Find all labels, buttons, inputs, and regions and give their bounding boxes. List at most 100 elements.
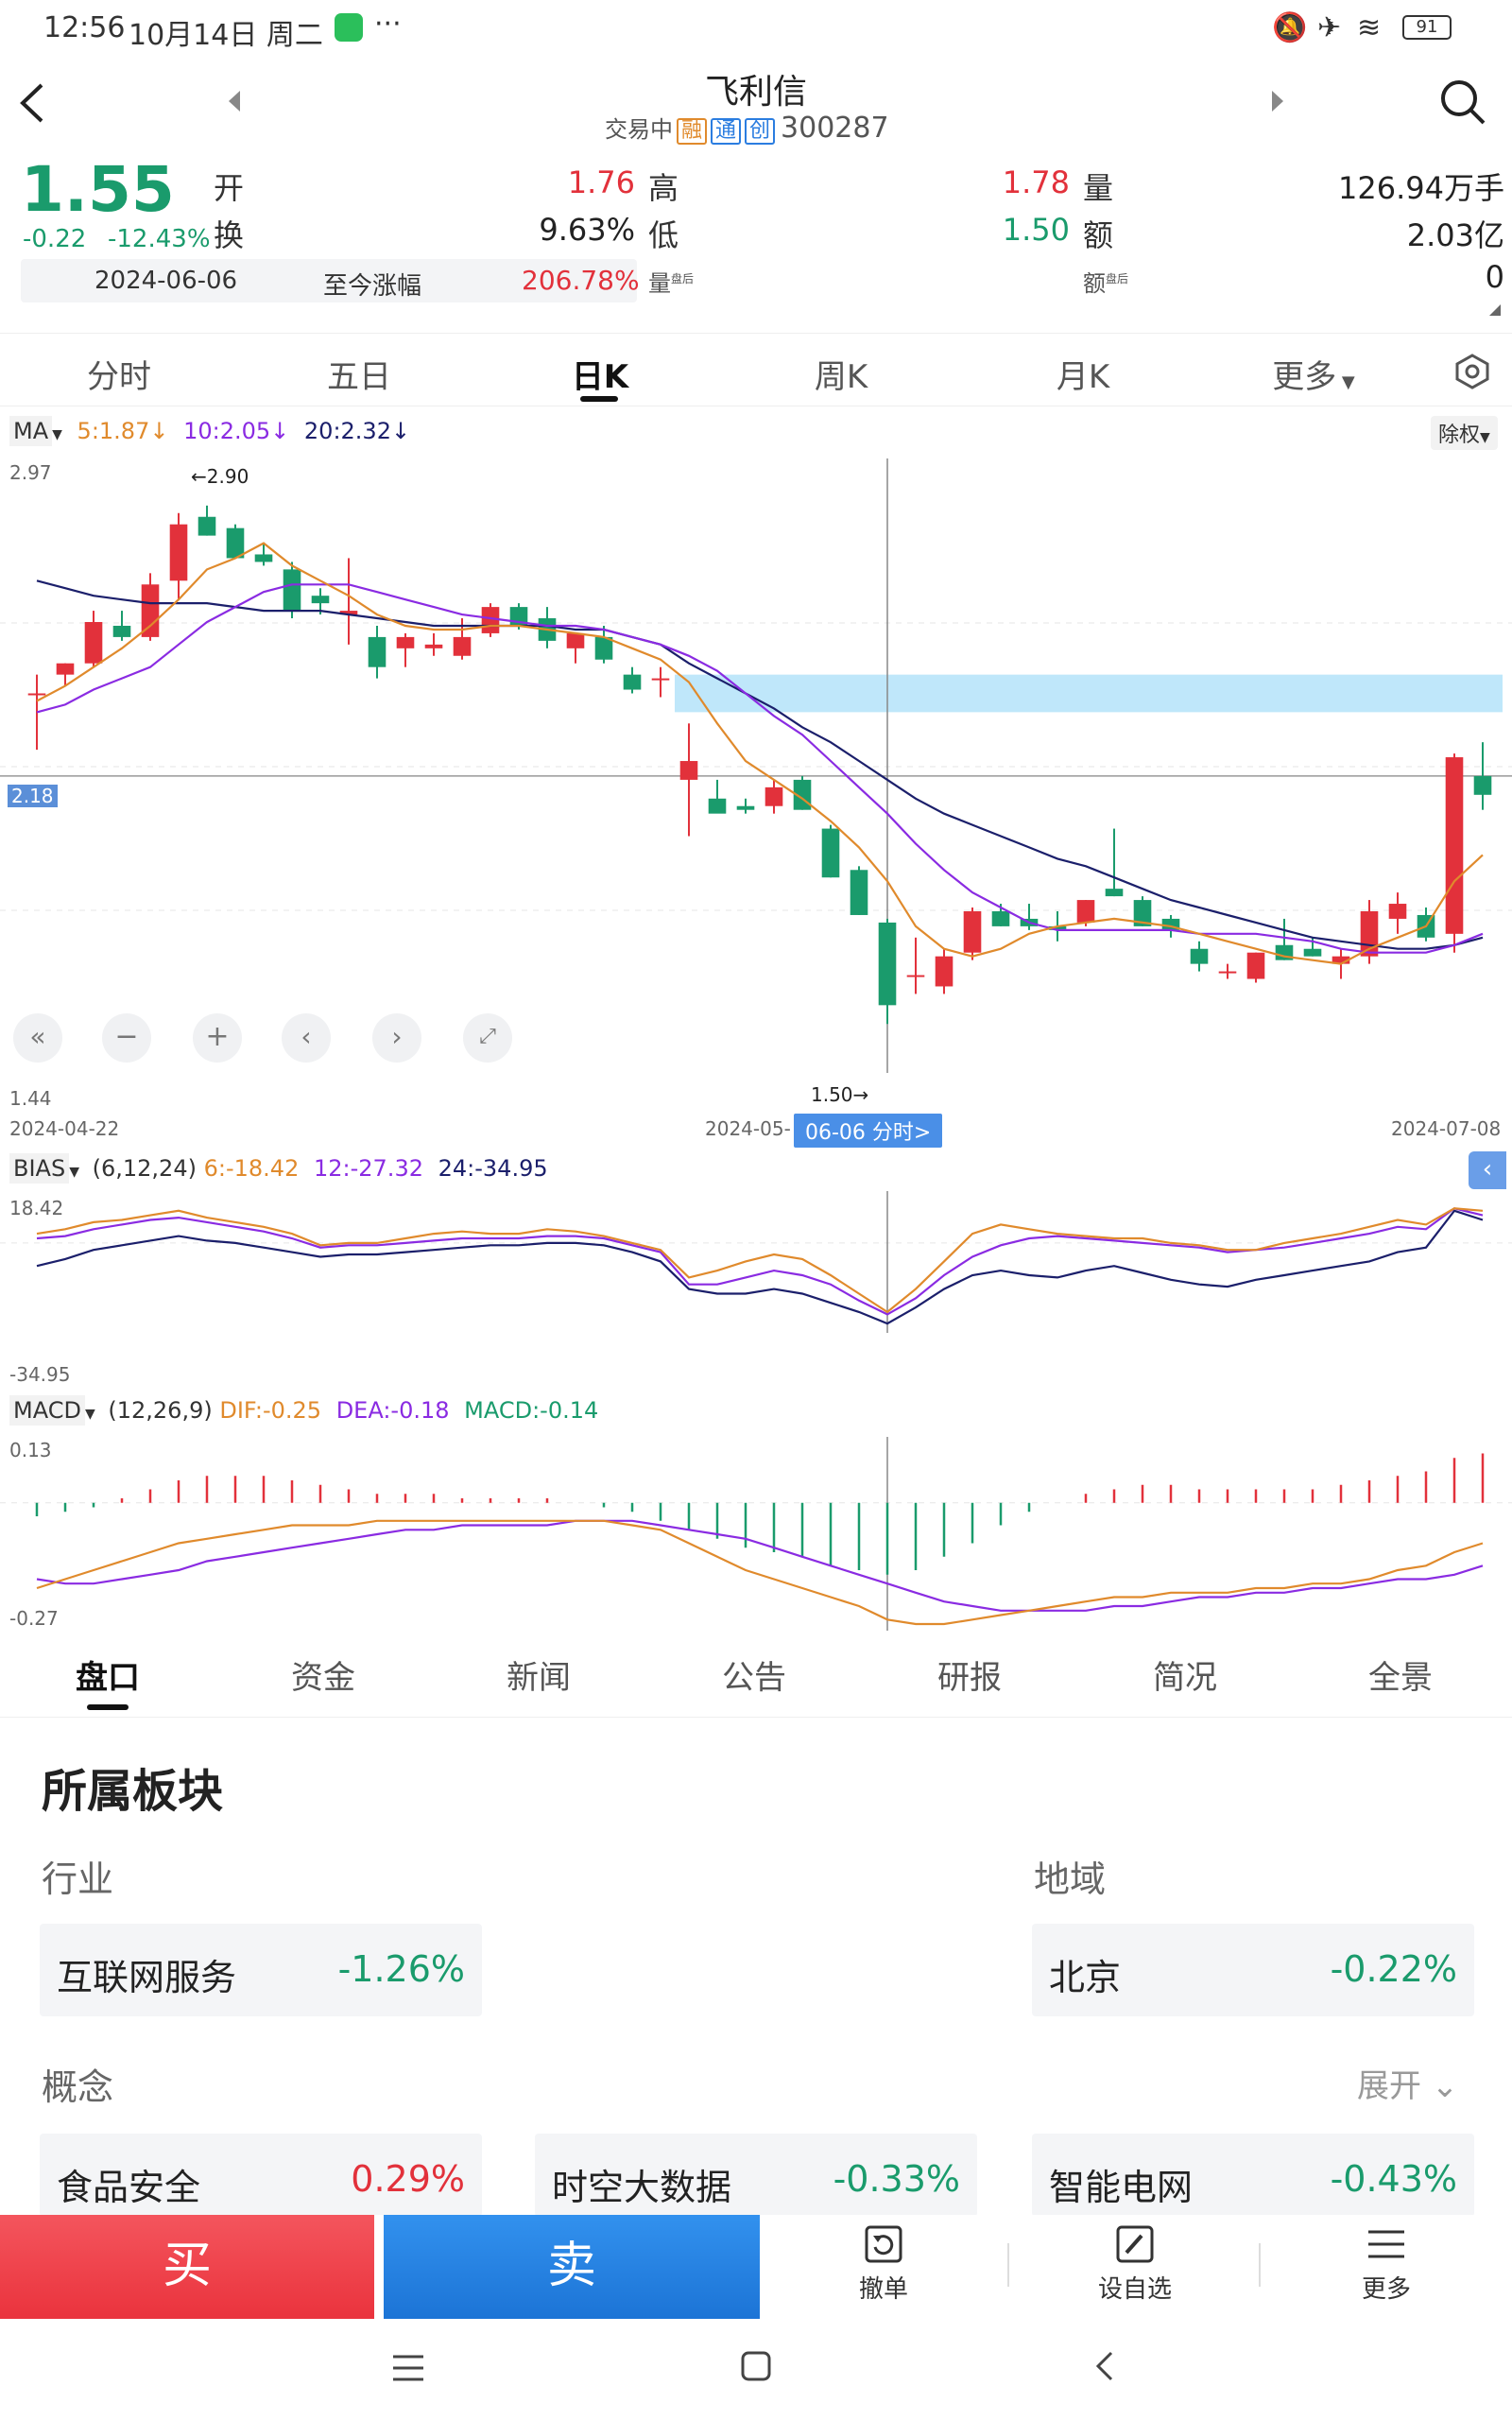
- after-value: 0: [1485, 259, 1504, 295]
- volume-value: 126.94万手: [1338, 170, 1504, 206]
- concept-name: 时空大数据: [552, 2167, 732, 2208]
- fullscreen-icon[interactable]: ⤢: [463, 1013, 512, 1063]
- region-name: 北京: [1049, 1957, 1122, 1998]
- tab-profile[interactable]: 简况: [1153, 1659, 1217, 1697]
- home-icon[interactable]: [737, 2347, 775, 2385]
- industry-chip[interactable]: 互联网服务 -1.26%: [40, 1924, 482, 2016]
- macd-axis-top: 0.13: [9, 1439, 52, 1461]
- date-axis-left: 2024-04-22: [9, 1117, 120, 1140]
- bias-legend[interactable]: BIAS ▼ (6,12,24) 6:-18.42 12:-27.32 24:-3…: [9, 1153, 548, 1184]
- price-axis-cursor: 2.18: [8, 785, 58, 807]
- zoom-out-icon[interactable]: −: [102, 1013, 151, 1063]
- candle-body: [84, 622, 103, 664]
- tab-announcements[interactable]: 公告: [722, 1659, 786, 1697]
- scroll-right-icon[interactable]: ›: [372, 1013, 421, 1063]
- ex-rights-button[interactable]: 除权▼: [1431, 416, 1498, 450]
- candle-body: [736, 805, 755, 810]
- bias-selector[interactable]: BIAS: [9, 1153, 70, 1184]
- macd-caret-icon: ▼: [84, 1407, 95, 1422]
- concept-chip[interactable]: 智能电网 -0.43%: [1032, 2134, 1474, 2217]
- macd-legend[interactable]: MACD ▼ (12,26,9) DIF:-0.25 DEA:-0.18 MACD…: [9, 1395, 598, 1426]
- tab-monthly-k[interactable]: 月K: [1056, 358, 1110, 396]
- tab-more-label: 更多: [1272, 358, 1337, 396]
- candle-body: [254, 554, 273, 562]
- after-amt-text: 额: [1083, 270, 1106, 297]
- ma5-value: 5:1.87: [77, 418, 150, 444]
- scroll-left-icon[interactable]: ‹: [282, 1013, 331, 1063]
- candle-body: [112, 625, 131, 637]
- divider: [1259, 2243, 1261, 2287]
- buy-button[interactable]: 买: [0, 2215, 374, 2319]
- dea-line: [36, 1519, 1484, 1612]
- amount-label: 额: [1083, 217, 1114, 253]
- chart-settings-icon[interactable]: [1453, 353, 1491, 390]
- next-stock-icon[interactable]: [1268, 87, 1287, 115]
- tab-intraday[interactable]: 分时: [87, 358, 151, 396]
- back-icon[interactable]: [13, 79, 51, 127]
- candle-body: [850, 870, 868, 915]
- candle-body: [906, 975, 925, 977]
- amount-value: 2.03亿: [1406, 217, 1504, 253]
- candle-body: [198, 516, 216, 536]
- cursor-date-button[interactable]: 06-06 分时>: [794, 1114, 943, 1148]
- zoom-in-icon[interactable]: +: [193, 1013, 242, 1063]
- candle-body: [623, 674, 642, 690]
- more-label: 更多: [1361, 2275, 1411, 2304]
- add-watchlist-button[interactable]: 设自选: [1074, 2222, 1196, 2305]
- macd-selector[interactable]: MACD: [9, 1395, 85, 1426]
- tab-order-book[interactable]: 盘口: [76, 1659, 140, 1697]
- prev-stock-icon[interactable]: [225, 87, 244, 115]
- tab-research[interactable]: 研报: [937, 1659, 1002, 1697]
- candle-body: [27, 693, 46, 696]
- tab-five-day[interactable]: 五日: [327, 358, 391, 396]
- tab-more[interactable]: 更多 ▼: [1228, 351, 1399, 397]
- ma5-arrow-icon: ↓: [149, 418, 169, 444]
- current-price: 1.55: [21, 153, 175, 226]
- ma-legend[interactable]: MA ▼ 5:1.87↓ 10:2.05↓ 20:2.32↓: [9, 416, 410, 446]
- system-back-icon[interactable]: [1087, 2347, 1125, 2385]
- menu-icon: [1368, 2230, 1404, 2258]
- status-more: ···: [374, 8, 402, 41]
- candle-body: [169, 524, 188, 581]
- search-icon[interactable]: [1438, 78, 1489, 129]
- after-volume-label: 量盘后: [648, 265, 694, 298]
- status-time: 12:56: [43, 11, 126, 44]
- recent-apps-icon[interactable]: [387, 2349, 429, 2387]
- status-bar: 12:56 10月14日 周二 ··· 🔕 ✈ ≋ 91: [0, 0, 1512, 59]
- macd-chart[interactable]: [0, 1437, 1512, 1631]
- candle-body: [878, 922, 897, 1006]
- ma-selector[interactable]: MA: [9, 416, 53, 446]
- tab-panorama[interactable]: 全景: [1368, 1659, 1433, 1697]
- since-bar[interactable]: 2024-06-06 至今涨幅 206.78%: [21, 259, 640, 302]
- battery-level: 91: [1416, 17, 1438, 37]
- concept-chip[interactable]: 时空大数据 -0.33%: [535, 2134, 977, 2217]
- bias-chart[interactable]: [0, 1191, 1512, 1333]
- sell-button[interactable]: 卖: [384, 2215, 760, 2319]
- expand-button[interactable]: 展开 ⌄: [1357, 2060, 1458, 2106]
- tab-news[interactable]: 新闻: [507, 1659, 571, 1697]
- undo-icon: [865, 2225, 902, 2263]
- region-value: -0.22%: [1330, 1948, 1457, 1990]
- bias-axis-bottom: -34.95: [9, 1363, 71, 1386]
- candle-body: [1048, 925, 1067, 930]
- tab-funds[interactable]: 资金: [291, 1659, 355, 1697]
- candlestick-chart[interactable]: [0, 458, 1512, 1073]
- candle-body: [368, 636, 387, 667]
- price-change-pct: -12.43%: [108, 225, 211, 253]
- region-chip[interactable]: 北京 -0.22%: [1032, 1924, 1474, 2016]
- concept-chip[interactable]: 食品安全 0.29%: [40, 2134, 482, 2217]
- more-button[interactable]: 更多: [1325, 2222, 1448, 2305]
- macd-axis-bottom: -0.27: [9, 1607, 59, 1630]
- after-tag-vol: 盘后: [671, 272, 695, 285]
- candle-body: [339, 611, 358, 615]
- candle-body: [56, 663, 75, 675]
- concept-name: 智能电网: [1049, 2167, 1194, 2208]
- expand-corner-icon[interactable]: [1487, 302, 1503, 318]
- ex-rights-caret-icon: ▼: [1480, 430, 1490, 445]
- tab-daily-k[interactable]: 日K: [571, 358, 629, 396]
- collapse-panel-icon[interactable]: ‹: [1469, 1151, 1506, 1189]
- rewind-icon[interactable]: «: [13, 1013, 62, 1063]
- tab-more-caret-icon: ▼: [1336, 372, 1355, 392]
- tab-weekly-k[interactable]: 周K: [814, 358, 868, 396]
- cancel-order-button[interactable]: 撤单: [822, 2222, 945, 2305]
